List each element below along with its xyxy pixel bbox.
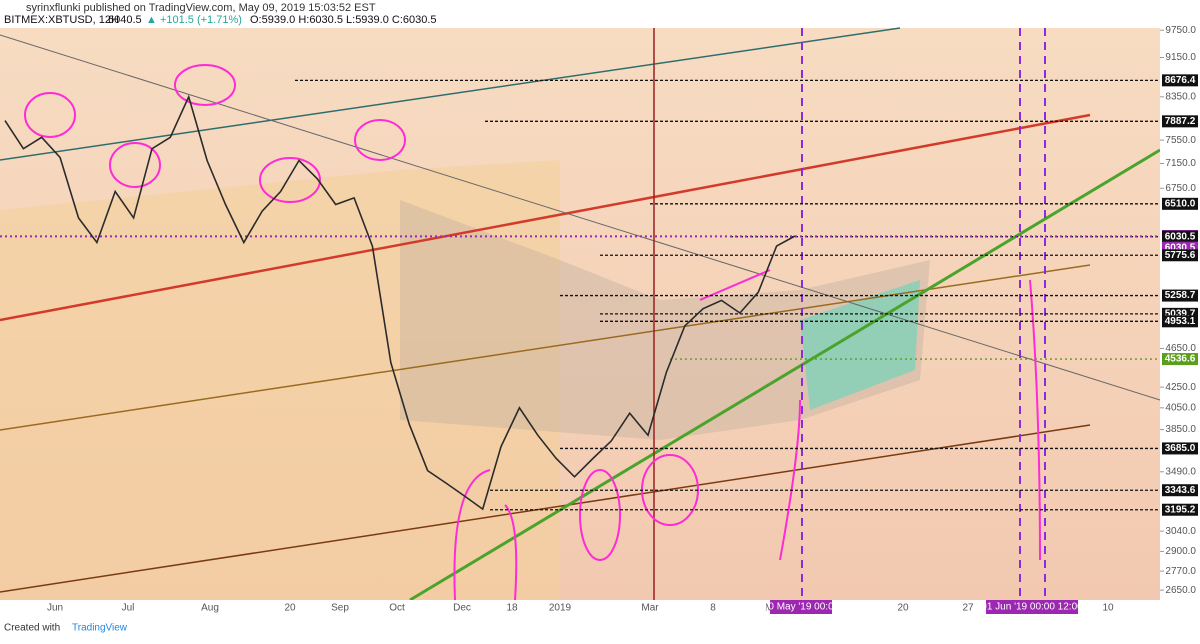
y-tick-label: 4250.0 xyxy=(1165,382,1196,393)
price-label-box xyxy=(1162,230,1198,243)
x-tick-label: Jun xyxy=(47,603,63,614)
cloud xyxy=(0,160,560,600)
price-line xyxy=(4,94,796,511)
x-tick-label: Dec xyxy=(453,603,471,614)
price-label: 6510.0 xyxy=(1165,198,1196,209)
date-marker-box xyxy=(986,600,1078,614)
symbol: BITMEX:XBTUSD, 12H xyxy=(4,14,119,26)
y-tick-label: 2650.0 xyxy=(1165,585,1196,596)
y-tick-label: 7150.0 xyxy=(1165,158,1196,169)
footer-brand: TradingView xyxy=(72,623,128,634)
x-tick-label: 20 xyxy=(897,603,909,614)
y-tick-label: 9150.0 xyxy=(1165,52,1196,63)
date-marker-box xyxy=(770,600,832,614)
x-tick-label: Oct xyxy=(389,603,405,614)
price-label: 4536.6 xyxy=(1165,354,1196,365)
y-tick-label: 2900.0 xyxy=(1165,546,1196,557)
x-tick-label: Jul xyxy=(122,603,135,614)
price-label-box xyxy=(1162,442,1198,455)
trendline xyxy=(0,264,1091,431)
cloud xyxy=(400,200,930,440)
x-tick-label: 27 xyxy=(962,603,974,614)
y-tick-label: 4650.0 xyxy=(1165,343,1196,354)
y-tick-label: 8350.0 xyxy=(1165,91,1196,102)
last-price: 6040.5 xyxy=(108,14,142,26)
x-tick-label: 10 xyxy=(1102,603,1114,614)
trendline xyxy=(409,148,1161,602)
x-tick-label: 2019 xyxy=(549,603,572,614)
price-label-box xyxy=(1162,353,1198,366)
price-label: 8676.4 xyxy=(1165,75,1196,86)
y-tick-label: 7550.0 xyxy=(1165,135,1196,146)
price-label-box xyxy=(1162,74,1198,87)
change: ▲ +101.5 (+1.71%) xyxy=(146,14,242,26)
trendline xyxy=(0,113,1091,322)
publisher: syrinxflunki published on TradingView.co… xyxy=(26,2,376,14)
price-label-box xyxy=(1162,503,1198,516)
x-tick-label: Sep xyxy=(331,603,349,614)
price-label-box xyxy=(1162,289,1198,302)
price-label: 6030.5 xyxy=(1165,231,1196,242)
x-tick-label: Aug xyxy=(201,603,219,614)
footer-created: Created with xyxy=(4,623,60,634)
y-tick-label: 2770.0 xyxy=(1165,566,1196,577)
y-tick-label: 6750.0 xyxy=(1165,183,1196,194)
price-label: 3343.6 xyxy=(1165,485,1196,496)
price-label: 3195.2 xyxy=(1165,504,1196,515)
annotations xyxy=(24,64,1041,601)
price-label: 5775.6 xyxy=(1165,250,1196,261)
trendline xyxy=(0,424,1091,593)
date-marker: 10 May '19 00:00 xyxy=(763,602,840,613)
trendline xyxy=(0,27,901,161)
x-axis-bg xyxy=(0,600,1160,618)
y-tick-label: 3490.0 xyxy=(1165,466,1196,477)
price-label-box xyxy=(1162,249,1198,262)
x-tick-label: 8 xyxy=(710,603,716,614)
y-tick-label: 3040.0 xyxy=(1165,526,1196,537)
price-label-box xyxy=(1162,484,1198,497)
x-tick-label: 20 xyxy=(284,603,296,614)
price-label: 6030.5 xyxy=(1165,242,1196,253)
x-tick-label: Mar xyxy=(641,603,659,614)
price-label: 3685.0 xyxy=(1165,443,1196,454)
price-label-box xyxy=(1162,197,1198,210)
y-tick-label: 4050.0 xyxy=(1165,402,1196,413)
trendline xyxy=(0,34,1161,401)
price-label: 7887.2 xyxy=(1165,116,1196,127)
price-label: 5039.7 xyxy=(1165,309,1196,320)
price-label-box xyxy=(1162,115,1198,128)
price-label: 5258.7 xyxy=(1165,290,1196,301)
y-tick-label: 3850.0 xyxy=(1165,424,1196,435)
date-marker: 01 Jun '19 00:00 12:00 xyxy=(981,602,1083,613)
ohlc: O:5939.0 H:6030.5 L:5939.0 C:6030.5 xyxy=(250,14,437,26)
x-tick-label: 18 xyxy=(506,603,518,614)
price-label-box xyxy=(1162,315,1198,328)
y-tick-label: 9750.0 xyxy=(1165,25,1196,36)
header-bg xyxy=(0,0,1200,28)
price-label: 4953.1 xyxy=(1165,316,1196,327)
